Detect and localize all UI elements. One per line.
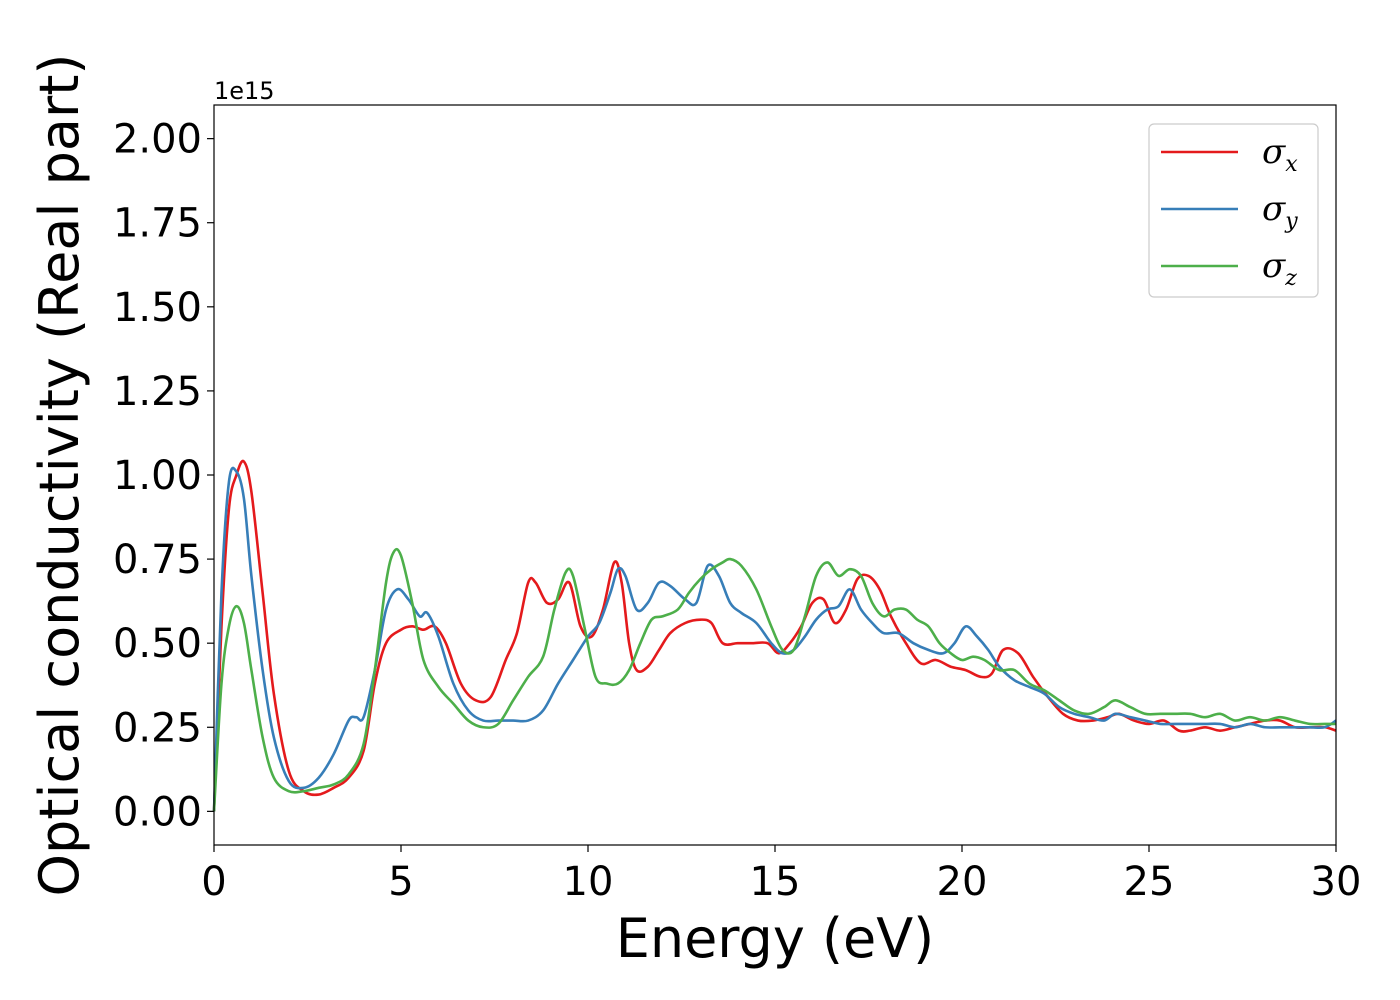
x-tick-label: 30 (1311, 859, 1362, 905)
y-tick-label: 2.00 (113, 117, 202, 163)
legend: σx σy σz (1148, 123, 1319, 298)
y-axis-title: Optical conductivity (Real part) (28, 54, 91, 897)
legend-label-z: σz (1262, 246, 1297, 291)
legend-label-y: σy (1262, 189, 1298, 234)
y-axis: 0.00 0.25 0.50 0.75 1.00 1.25 1.50 1.75 2.00 (113, 117, 214, 835)
y-tick-label: 1.00 (113, 453, 202, 499)
x-tick-label: 10 (563, 859, 614, 905)
y-tick-label: 0.50 (113, 621, 202, 667)
series-line-y (212, 466, 1337, 812)
series-line-z (212, 547, 1336, 812)
y-tick-label: 0.00 (113, 789, 202, 835)
x-tick-label: 0 (201, 859, 226, 905)
x-tick-label: 5 (388, 859, 413, 905)
x-tick-label: 15 (750, 859, 801, 905)
y-tick-label: 1.25 (113, 369, 202, 415)
series-layer (212, 459, 1337, 812)
y-tick-label: 0.75 (113, 537, 202, 583)
x-axis-title: Energy (eV) (616, 907, 935, 970)
x-tick-label: 25 (1124, 859, 1175, 905)
x-tick-label: 20 (937, 859, 988, 905)
y-tick-label: 0.25 (113, 705, 202, 751)
legend-box (1148, 123, 1319, 298)
y-tick-label: 1.50 (113, 285, 202, 331)
legend-label-x: σx (1262, 132, 1298, 177)
y-tick-label: 1.75 (113, 201, 202, 247)
y-offset-label: 1e15 (214, 77, 275, 105)
x-axis: 0 5 10 15 20 25 30 (201, 845, 1361, 905)
